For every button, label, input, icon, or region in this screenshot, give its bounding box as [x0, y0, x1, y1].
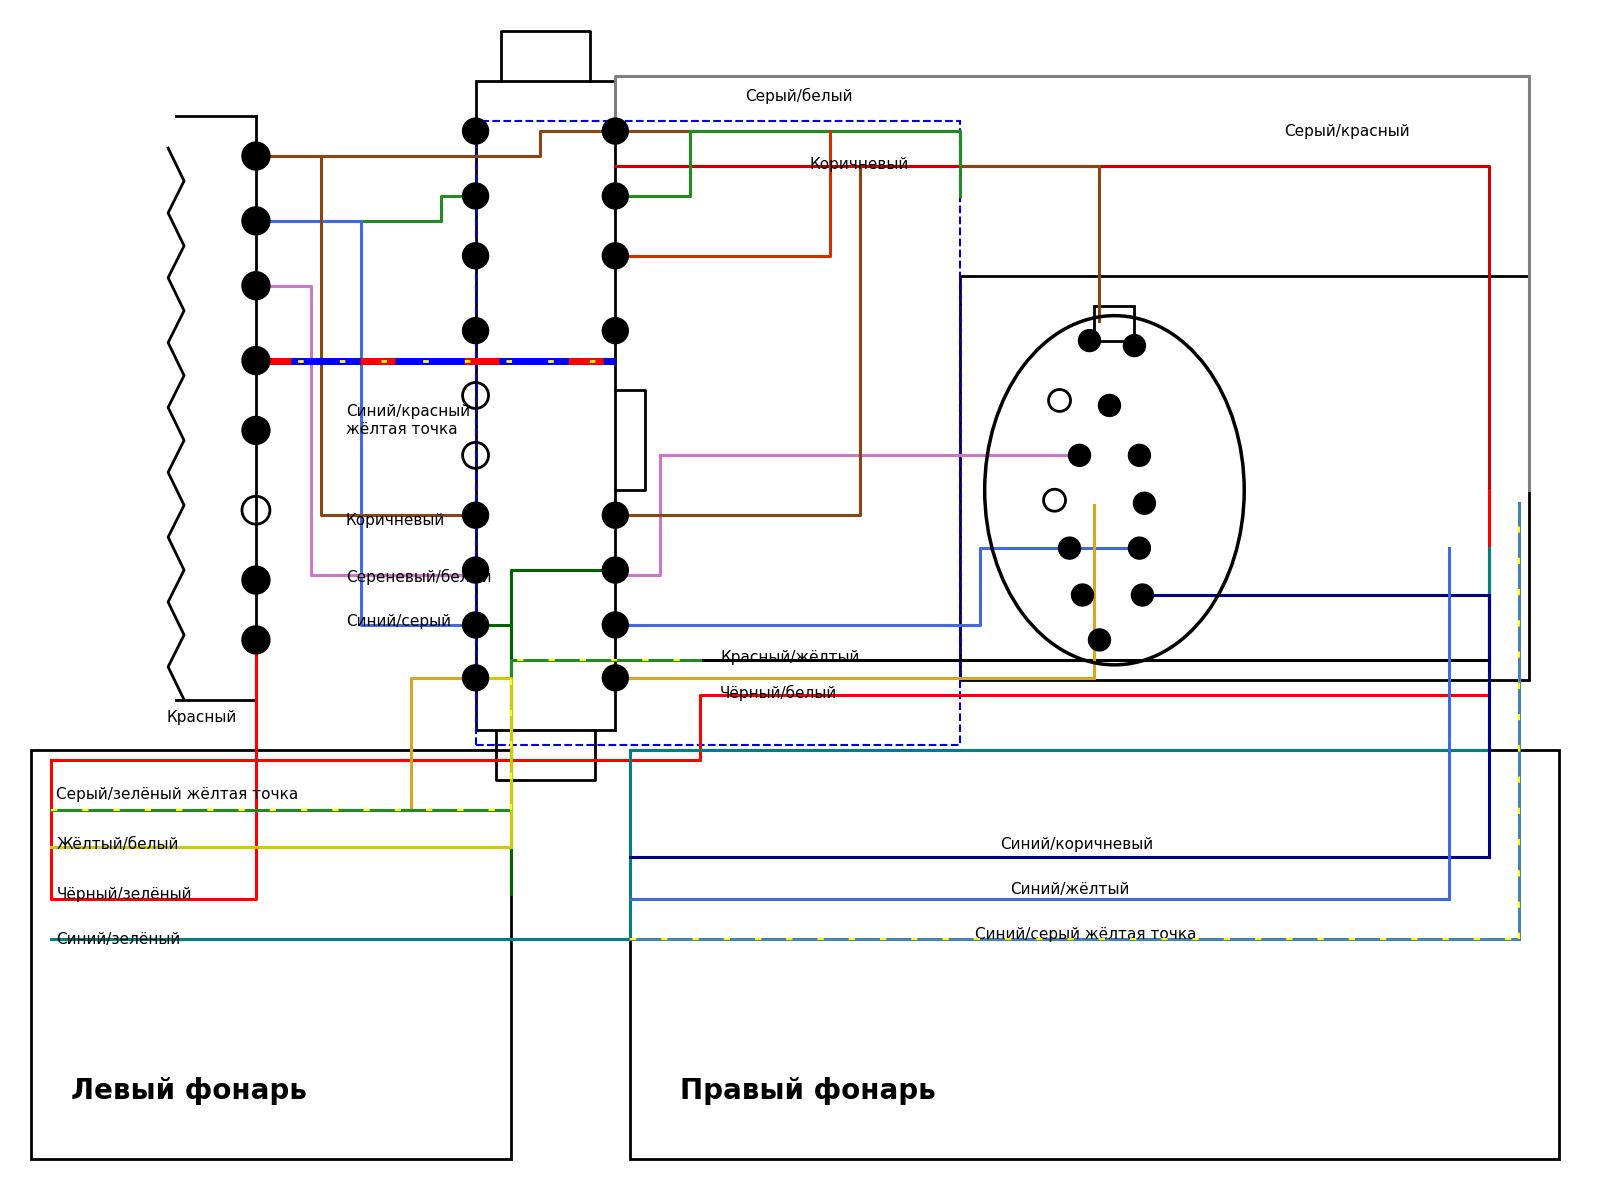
Text: Левый фонарь: Левый фонарь: [72, 1076, 307, 1105]
Ellipse shape: [462, 318, 488, 343]
Text: Синий/серый жёлтая точка: Синий/серый жёлтая точка: [974, 926, 1197, 942]
Text: Синий/серый: Синий/серый: [346, 614, 451, 630]
Bar: [32, 750, 510, 1159]
Ellipse shape: [602, 612, 629, 638]
Ellipse shape: [602, 118, 629, 144]
Text: Сереневый/белый: Сереневый/белый: [346, 569, 491, 586]
Ellipse shape: [602, 503, 629, 528]
Text: Синий/зелёный: Синий/зелёный: [56, 931, 181, 947]
Ellipse shape: [602, 557, 629, 583]
Ellipse shape: [1128, 444, 1150, 467]
Ellipse shape: [462, 182, 488, 209]
Ellipse shape: [1069, 444, 1091, 467]
Ellipse shape: [242, 271, 270, 300]
Ellipse shape: [462, 242, 488, 269]
Ellipse shape: [462, 612, 488, 638]
Ellipse shape: [462, 118, 488, 144]
Text: Коричневый: Коричневый: [346, 512, 445, 528]
Ellipse shape: [1131, 584, 1154, 606]
Bar: [960, 276, 1528, 680]
Ellipse shape: [462, 503, 488, 528]
Text: Красный: Красный: [166, 710, 237, 725]
Ellipse shape: [242, 566, 270, 594]
Text: Синий/коричневый: Синий/коричневый: [1000, 836, 1152, 852]
Text: Серый/зелёный жёлтая точка: Серый/зелёный жёлтая точка: [56, 787, 299, 802]
Text: Жёлтый/белый: Жёлтый/белый: [56, 836, 179, 852]
Text: Синий/жёлтый: Синий/жёлтый: [1010, 882, 1130, 896]
Ellipse shape: [1123, 335, 1146, 356]
Ellipse shape: [1078, 330, 1101, 352]
Text: Серый/красный: Серый/красный: [1285, 124, 1410, 138]
Text: Синий/красный
жёлтая точка: Синий/красный жёлтая точка: [346, 404, 470, 437]
Text: Красный/жёлтый: Красный/жёлтый: [720, 650, 859, 665]
Ellipse shape: [1133, 492, 1155, 514]
Ellipse shape: [602, 182, 629, 209]
Text: Правый фонарь: Правый фонарь: [680, 1076, 936, 1105]
Ellipse shape: [1059, 538, 1080, 559]
Bar: [630, 750, 1558, 1159]
Text: Серый/белый: Серый/белый: [746, 88, 853, 104]
Text: Чёрный/зелёный: Чёрный/зелёный: [56, 887, 192, 902]
Ellipse shape: [1099, 395, 1120, 416]
Ellipse shape: [602, 318, 629, 343]
Ellipse shape: [1088, 629, 1110, 650]
Bar: [475, 121, 960, 745]
Ellipse shape: [462, 557, 488, 583]
Ellipse shape: [242, 347, 270, 374]
Text: Чёрный/белый: Чёрный/белый: [720, 685, 837, 701]
Ellipse shape: [462, 665, 488, 691]
Ellipse shape: [242, 142, 270, 170]
Ellipse shape: [242, 416, 270, 444]
Ellipse shape: [242, 626, 270, 654]
Ellipse shape: [1072, 584, 1093, 606]
Ellipse shape: [1128, 538, 1150, 559]
Text: Коричневый: Коричневый: [810, 156, 909, 172]
Ellipse shape: [242, 206, 270, 235]
Ellipse shape: [602, 242, 629, 269]
Bar: [1094, 306, 1134, 341]
Ellipse shape: [602, 665, 629, 691]
Bar: [475, 82, 616, 730]
